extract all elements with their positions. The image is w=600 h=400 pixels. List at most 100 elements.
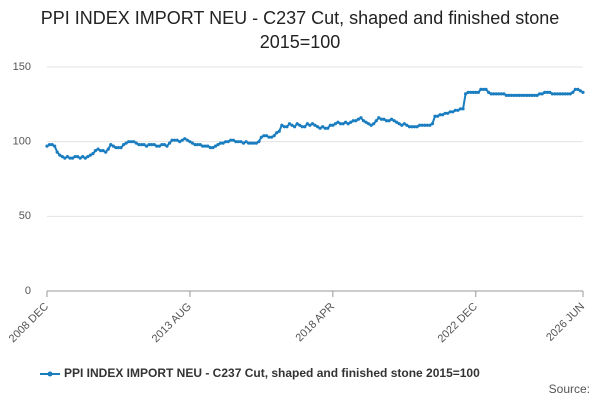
point — [134, 141, 138, 145]
point — [453, 108, 457, 112]
point — [581, 90, 585, 94]
point — [458, 107, 463, 111]
point — [155, 144, 159, 148]
point — [423, 123, 427, 127]
point — [374, 119, 378, 123]
point — [275, 131, 279, 135]
point — [86, 155, 90, 159]
point — [201, 144, 205, 148]
point — [509, 93, 514, 97]
point — [241, 141, 246, 145]
point — [405, 123, 409, 127]
point — [428, 123, 432, 127]
x-tick-label: 2018 APR — [294, 301, 338, 345]
point — [397, 122, 401, 126]
point — [139, 143, 144, 147]
point — [53, 144, 57, 148]
point — [321, 125, 325, 129]
point — [420, 123, 424, 127]
point — [150, 143, 154, 147]
point — [481, 87, 486, 91]
point — [578, 89, 583, 93]
point — [183, 137, 187, 141]
point — [540, 92, 544, 96]
point — [471, 90, 475, 94]
point — [175, 138, 179, 142]
point — [270, 135, 274, 139]
point — [407, 125, 412, 129]
point — [124, 141, 128, 145]
point — [208, 146, 212, 150]
point — [486, 90, 491, 94]
y-tick-label: 150 — [13, 61, 31, 73]
point — [132, 140, 136, 144]
point — [78, 156, 82, 160]
point — [333, 122, 338, 126]
point — [425, 123, 429, 127]
point — [573, 87, 577, 91]
point — [221, 141, 225, 145]
point — [484, 87, 488, 91]
point — [195, 143, 200, 147]
point — [530, 93, 534, 97]
point — [292, 125, 297, 129]
point — [555, 92, 560, 96]
point — [543, 90, 547, 94]
point — [303, 125, 307, 129]
point — [300, 125, 304, 129]
point — [68, 156, 72, 160]
point — [336, 120, 340, 124]
point — [395, 120, 399, 124]
source: Source: — [549, 382, 590, 396]
point — [497, 92, 501, 96]
point — [310, 122, 315, 126]
point — [512, 93, 516, 97]
point — [121, 143, 126, 147]
point — [372, 122, 376, 126]
point — [364, 120, 368, 124]
point — [550, 92, 554, 96]
point — [298, 123, 302, 127]
point — [81, 155, 85, 159]
point — [466, 90, 470, 94]
point — [349, 120, 353, 124]
y-tick-label: 50 — [19, 210, 31, 222]
point — [226, 140, 230, 144]
point — [313, 123, 317, 127]
point — [254, 141, 258, 145]
point — [206, 144, 210, 148]
point — [180, 138, 184, 142]
point — [489, 92, 493, 96]
point — [73, 155, 77, 159]
point — [532, 93, 537, 97]
point — [553, 92, 557, 96]
point — [415, 125, 419, 129]
point — [545, 90, 549, 94]
point — [435, 114, 440, 118]
point — [190, 141, 195, 145]
point — [70, 156, 75, 160]
point — [377, 116, 381, 120]
point — [351, 119, 355, 123]
point — [224, 140, 228, 144]
point — [448, 110, 452, 114]
point — [83, 156, 87, 160]
point — [515, 93, 519, 97]
point — [244, 140, 248, 144]
point — [157, 144, 161, 148]
point — [198, 143, 202, 147]
point — [114, 146, 118, 150]
point — [469, 90, 473, 94]
point — [178, 140, 182, 144]
point — [216, 143, 220, 147]
point — [229, 138, 233, 142]
x-tick-label: 2013 AUG — [150, 301, 194, 345]
point — [308, 123, 312, 127]
point — [566, 92, 570, 96]
point — [101, 149, 105, 153]
point — [461, 107, 465, 111]
point — [522, 93, 526, 97]
point — [280, 123, 284, 127]
point — [287, 122, 292, 126]
